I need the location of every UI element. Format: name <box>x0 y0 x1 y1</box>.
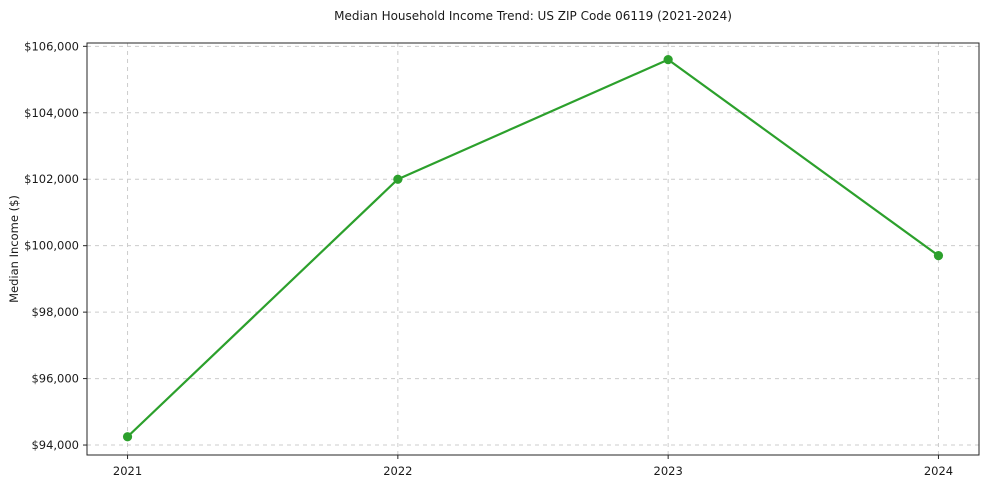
y-tick-label: $98,000 <box>31 305 79 319</box>
data-point-2022 <box>393 174 403 184</box>
data-point-2021 <box>122 432 133 442</box>
y-tick-label: $102,000 <box>24 172 79 186</box>
y-tick-label: $94,000 <box>31 438 79 452</box>
chart-title: Median Household Income Trend: US ZIP Co… <box>334 9 732 23</box>
plot-border <box>86 42 980 456</box>
y-tick-label: $100,000 <box>24 239 79 253</box>
x-tick-label: 2022 <box>383 464 412 478</box>
x-tick-label: 2021 <box>113 464 142 478</box>
x-tick-label: 2023 <box>654 464 683 478</box>
y-tick-label: $106,000 <box>24 39 79 53</box>
y-tick-label: $96,000 <box>31 372 79 386</box>
income-trend-line <box>126 58 940 438</box>
x-tick-label: 2024 <box>924 464 953 478</box>
data-point-2024 <box>933 251 944 261</box>
data-point-2023 <box>663 55 673 65</box>
y-tick-label: $104,000 <box>24 106 79 120</box>
